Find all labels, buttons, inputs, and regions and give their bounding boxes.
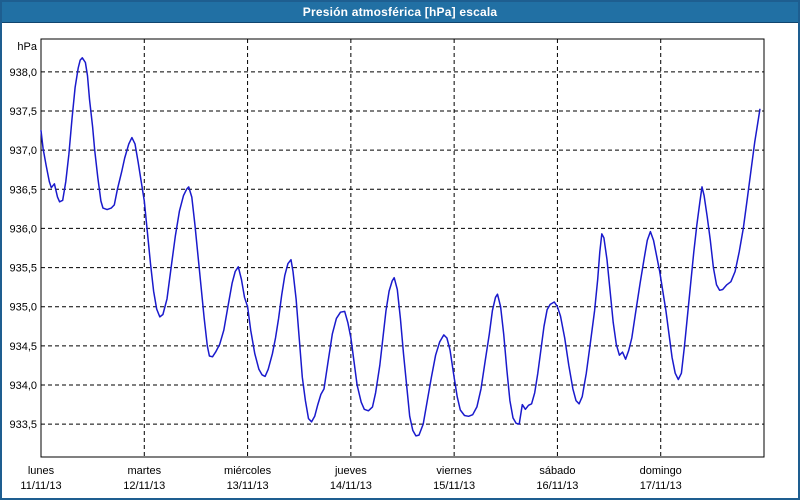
y-axis-unit-label: hPa [17, 41, 37, 53]
y-tick-label: 937,5 [9, 106, 37, 118]
x-tick-day-label: lunes [28, 465, 55, 477]
window-title: Presión atmosférica [hPa] escala [302, 5, 498, 19]
x-tick-day-label: domingo [640, 465, 682, 477]
y-tick-label: 935,0 [9, 302, 37, 314]
x-tick-day-label: viernes [436, 465, 472, 477]
x-tick-day-label: martes [127, 465, 161, 477]
x-tick-date-label: 12/11/13 [123, 480, 165, 492]
x-tick-day-label: jueves [334, 465, 367, 477]
pressure-series-line [40, 57, 761, 437]
x-tick-day-label: miércoles [224, 465, 272, 477]
x-tick-date-label: 15/11/13 [433, 480, 475, 492]
x-tick-date-label: 16/11/13 [536, 480, 578, 492]
pressure-line-chart: 938,0 937,5 937,0 936,5 936,0 935,5 935,0 934,5… [9, 38, 765, 492]
window-titlebar: Presión atmosférica [hPa] escala [2, 2, 798, 23]
x-tick-date-label: 11/11/13 [20, 480, 61, 492]
x-tick-date-label: 17/11/13 [640, 480, 682, 492]
chart-area: 938,0 937,5 937,0 936,5 936,0 935,5 935,0 934,5… [2, 23, 798, 498]
y-tick-label: 937,0 [9, 145, 37, 157]
y-tick-label: 934,5 [9, 341, 37, 353]
x-tick-date-label: 14/11/13 [330, 480, 372, 492]
y-tick-label: 933,5 [9, 419, 37, 431]
plot-border [40, 38, 765, 458]
y-tick-label: 934,0 [9, 380, 37, 392]
y-tick-label: 935,5 [9, 263, 37, 275]
y-tick-label: 936,5 [9, 184, 37, 196]
y-tick-label: 936,0 [9, 223, 37, 235]
x-tick-date-label: 13/11/13 [227, 480, 269, 492]
x-tick-day-label: sábado [539, 465, 575, 477]
y-tick-label: 938,0 [9, 67, 37, 79]
